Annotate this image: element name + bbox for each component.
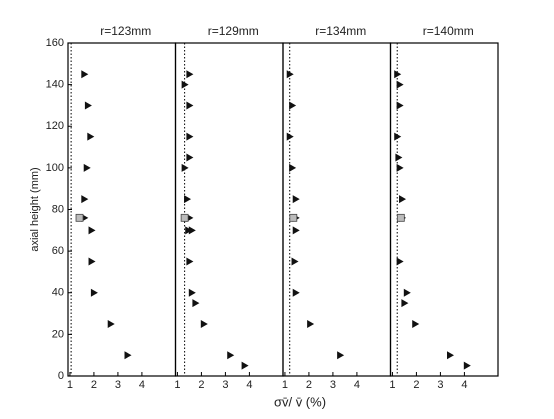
triangle-marker	[401, 299, 409, 308]
triangle-marker	[88, 226, 96, 235]
x-tick-label: 4	[354, 379, 360, 391]
x-tick-label: 2	[306, 379, 312, 391]
triangle-marker	[412, 319, 420, 328]
triangle-marker	[286, 70, 294, 79]
triangle-marker	[87, 132, 95, 141]
triangle-marker	[396, 80, 404, 89]
triangle-marker	[185, 226, 193, 235]
triangle-marker	[403, 288, 411, 297]
triangle-marker	[186, 101, 194, 110]
triangle-marker	[186, 153, 194, 162]
y-tick-label: 60	[52, 245, 64, 257]
triangle-marker	[107, 319, 115, 328]
triangle-marker	[181, 80, 189, 89]
x-tick-label: 3	[437, 379, 443, 391]
triangle-marker	[184, 195, 192, 204]
triangle-marker	[192, 299, 200, 308]
triangle-marker	[292, 195, 300, 204]
x-tick-label: 3	[222, 379, 228, 391]
panel-frame	[282, 42, 392, 377]
panel-title: r=129mm	[208, 24, 259, 38]
triangle-marker	[396, 101, 404, 110]
triangle-marker	[289, 163, 297, 172]
triangle-marker	[227, 351, 235, 360]
panel-title: r=123mm	[100, 24, 151, 38]
x-tick-label: 4	[246, 379, 252, 391]
triangle-marker	[396, 257, 404, 266]
square-marker	[289, 213, 298, 222]
triangle-marker	[447, 351, 455, 360]
y-tick-label: 40	[52, 287, 64, 299]
triangle-marker	[186, 132, 194, 141]
x-tick-label: 2	[413, 379, 419, 391]
triangle-marker	[188, 288, 196, 297]
square-marker	[75, 213, 84, 222]
y-tick-label: 160	[46, 37, 64, 49]
triangle-marker	[241, 361, 249, 370]
panel-frame	[67, 42, 177, 377]
x-tick-label: 3	[330, 379, 336, 391]
triangle-marker	[307, 319, 315, 328]
y-tick-label: 0	[58, 370, 64, 382]
x-axis-label: σv̄/ v̄ (%)	[274, 394, 326, 409]
triangle-marker	[292, 226, 300, 235]
y-tick-label: 20	[52, 328, 64, 340]
triangle-marker	[394, 132, 402, 141]
x-tick-label: 1	[282, 379, 288, 391]
triangle-marker	[292, 288, 300, 297]
triangle-marker	[200, 319, 208, 328]
panel-title: r=134mm	[315, 24, 366, 38]
y-tick-label: 140	[46, 79, 64, 91]
triangle-marker	[81, 195, 89, 204]
x-tick-label: 3	[115, 379, 121, 391]
triangle-marker	[291, 257, 299, 266]
triangle-marker	[81, 70, 89, 79]
triangle-marker	[337, 351, 345, 360]
triangle-marker	[90, 288, 98, 297]
triangle-marker	[396, 163, 404, 172]
triangle-marker	[186, 257, 194, 266]
triangle-marker	[286, 132, 294, 141]
x-tick-label: 1	[67, 379, 73, 391]
x-tick-label: 4	[139, 379, 145, 391]
triangle-marker	[395, 153, 403, 162]
square-marker	[180, 213, 189, 222]
triangle-marker	[88, 257, 96, 266]
triangle-marker	[188, 226, 196, 235]
triangle-marker	[289, 101, 297, 110]
triangle-marker	[186, 70, 194, 79]
x-tick-label: 2	[91, 379, 97, 391]
triangle-marker	[83, 163, 91, 172]
x-tick-label: 2	[198, 379, 204, 391]
x-tick-label: 1	[174, 379, 180, 391]
x-tick-label: 1	[389, 379, 395, 391]
triangle-marker	[124, 351, 132, 360]
x-tick-label: 4	[461, 379, 467, 391]
panel-title: r=140mm	[423, 24, 474, 38]
triangle-marker	[463, 361, 471, 370]
panel-frame	[389, 42, 499, 377]
triangle-marker	[181, 163, 189, 172]
triangle-marker	[399, 195, 407, 204]
y-tick-label: 80	[52, 203, 64, 215]
square-marker	[396, 213, 405, 222]
triangle-marker	[394, 70, 402, 79]
panel-frame	[174, 42, 284, 377]
y-tick-label: 100	[46, 162, 64, 174]
y-tick-label: 120	[46, 120, 64, 132]
y-axis-label: axial height (mm)	[29, 167, 41, 251]
triangle-marker	[84, 101, 92, 110]
